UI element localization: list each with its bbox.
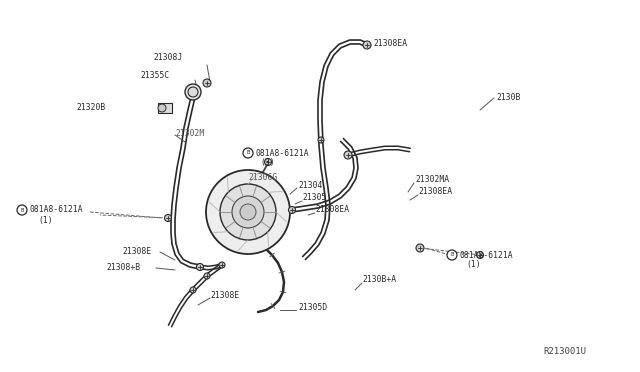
Circle shape	[477, 251, 483, 259]
Text: 21308E: 21308E	[210, 291, 239, 299]
Text: 081A8-6121A: 081A8-6121A	[30, 205, 84, 215]
Text: 21308+B: 21308+B	[106, 263, 140, 273]
Circle shape	[318, 137, 324, 143]
Circle shape	[190, 287, 196, 293]
Circle shape	[203, 79, 211, 87]
Text: 21305: 21305	[302, 193, 326, 202]
Circle shape	[447, 250, 457, 260]
Text: 21308EA: 21308EA	[373, 38, 407, 48]
Text: 21305D: 21305D	[298, 304, 327, 312]
Circle shape	[164, 215, 172, 221]
Text: R213001U: R213001U	[543, 347, 586, 356]
Text: 21304: 21304	[298, 180, 323, 189]
Text: 21308E: 21308E	[122, 247, 151, 257]
Circle shape	[188, 87, 198, 97]
Text: 081A8-6121A: 081A8-6121A	[256, 148, 310, 157]
Circle shape	[289, 206, 296, 214]
Text: 2130B+A: 2130B+A	[362, 276, 396, 285]
Text: 081A8-6121A: 081A8-6121A	[460, 250, 514, 260]
Text: 21302MA: 21302MA	[415, 176, 449, 185]
Text: 2130B: 2130B	[496, 93, 520, 103]
Circle shape	[232, 196, 264, 228]
Circle shape	[363, 41, 371, 49]
Text: (1): (1)	[38, 215, 52, 224]
Text: 21308EA: 21308EA	[315, 205, 349, 215]
Circle shape	[206, 170, 290, 254]
Text: 21355C: 21355C	[140, 71, 169, 80]
Text: 21302M: 21302M	[175, 128, 204, 138]
Text: (1): (1)	[466, 260, 481, 269]
Circle shape	[220, 184, 276, 240]
Text: B: B	[20, 208, 24, 212]
Circle shape	[219, 262, 225, 268]
Text: B: B	[246, 151, 250, 155]
Text: 21308EA: 21308EA	[418, 187, 452, 196]
Text: 21306G: 21306G	[248, 173, 277, 183]
Text: (3): (3)	[260, 158, 275, 167]
Circle shape	[158, 104, 166, 112]
Bar	[158, 103, 172, 113]
Circle shape	[416, 244, 424, 252]
Circle shape	[196, 263, 204, 270]
Circle shape	[264, 158, 271, 166]
Circle shape	[240, 204, 256, 220]
Circle shape	[344, 151, 352, 159]
Circle shape	[185, 84, 201, 100]
Text: 21308J: 21308J	[153, 52, 182, 61]
Circle shape	[243, 148, 253, 158]
Circle shape	[17, 205, 27, 215]
Text: B: B	[451, 253, 454, 257]
Text: 21320B: 21320B	[76, 103, 105, 112]
Circle shape	[204, 273, 210, 279]
